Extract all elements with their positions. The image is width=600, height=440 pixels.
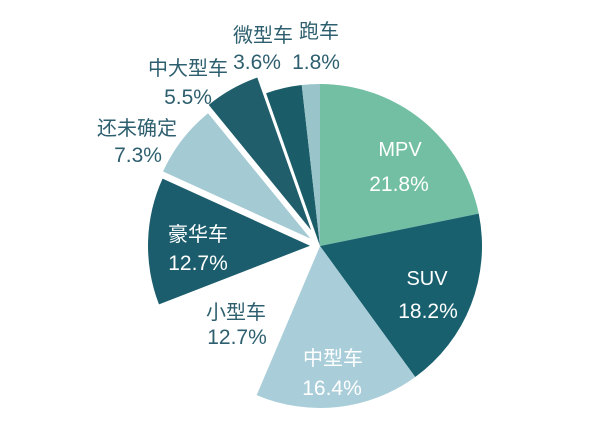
pie-label-mini-name: 微型车 <box>233 24 293 47</box>
pie-label-sports-name: 跑车 <box>299 20 339 43</box>
pie-label-undecided-name: 还未确定 <box>97 117 177 140</box>
pie-slice-sports <box>301 84 320 246</box>
pie-slice-mid-large <box>208 77 312 231</box>
pie-slice-mid-size <box>256 246 416 409</box>
pie-slice-mpv <box>320 84 479 246</box>
pie-label-mid-large-percent: 5.5% <box>164 86 212 109</box>
pie-label-mid-size-name: 中型车 <box>303 347 363 370</box>
pie-label-luxury-percent: 12.7% <box>168 252 228 275</box>
pie-label-mid-size-percent: 16.4% <box>302 377 362 400</box>
pie-slice-mini <box>266 85 320 246</box>
pie-label-suv-percent: 18.2% <box>398 300 458 323</box>
pie-label-suv-name: SUV <box>406 268 448 290</box>
pie-label-mid-large-name: 中大型车 <box>148 57 228 80</box>
pie-label-undecided-percent: 7.3% <box>114 144 162 167</box>
pie-slice-luxury <box>148 178 310 305</box>
pie-slice-small <box>169 246 320 396</box>
pie-label-luxury-name: 豪华车 <box>168 223 228 246</box>
pie-slice-undecided <box>163 113 311 239</box>
pie-label-small-name: 小型车 <box>206 301 266 324</box>
pie-label-small-percent: 12.7% <box>207 326 267 349</box>
pie-label-mpv-percent: 21.8% <box>369 173 429 196</box>
pie-label-mpv-name: MPV <box>378 139 422 161</box>
pie-label-mini-percent: 3.6% <box>233 51 281 74</box>
pie-label-sports-percent: 1.8% <box>292 51 340 74</box>
pie-slice-suv <box>320 213 483 378</box>
